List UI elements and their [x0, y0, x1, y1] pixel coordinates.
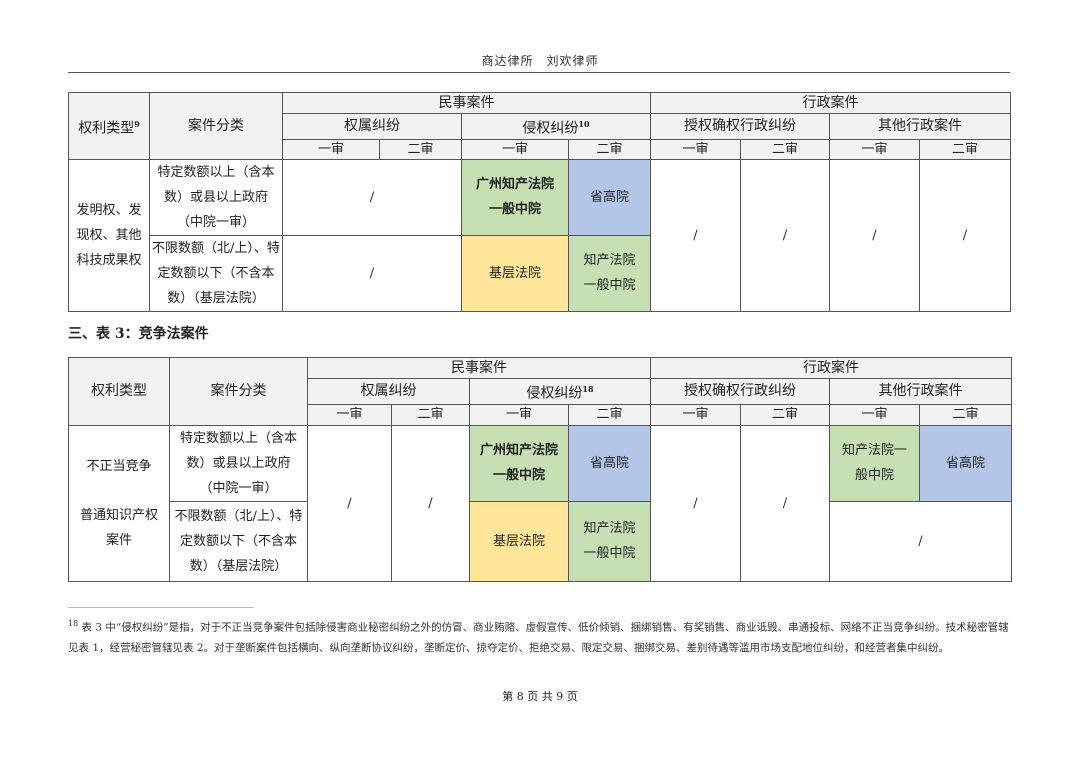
ownership-first-cell: / — [307, 424, 392, 582]
col-first: 一审 — [829, 403, 920, 426]
ownership-cell: / — [282, 234, 462, 312]
infringe-second-cell: 知产法院一般中院 — [568, 500, 651, 582]
category-cell: 不限数额（北/上）、特定数额以下（不含本数）（基层法院） — [149, 234, 283, 312]
col-other-admin: 其他行政案件 — [829, 378, 1012, 405]
table-row: 不正当竞争 普通知识产权案件 特定数额以上（含本数）或县以上政府（中院一审） /… — [68, 424, 1012, 582]
col-category: 案件分类 — [169, 357, 308, 426]
other-second-cell: 省高院 — [919, 424, 1012, 502]
col-first: 一审 — [650, 138, 741, 160]
col-first: 一审 — [282, 138, 380, 160]
infringe-first-cell: 广州知产法院一般中院 — [469, 424, 569, 502]
right-type-cell: 不正当竞争 普通知识产权案件 — [68, 424, 170, 582]
table-row: 发明权、发现权、其他科技成果权 特定数额以上（含本数）或县以上政府（中院一审） … — [68, 158, 1011, 312]
col-second: 二审 — [740, 138, 830, 160]
table-row: 不限数额（北/上）、特定数额以下（不含本数）（基层法院） / 基层法院 知产法院… — [69, 234, 1011, 312]
col-ownership: 权属纠纷 — [307, 378, 470, 405]
col-first: 一审 — [461, 138, 569, 160]
col-grant: 授权确权行政纠纷 — [650, 113, 830, 140]
page-header: 商达律所 刘欢律师 — [481, 54, 599, 68]
col-infringe: 侵权纠纷10 — [461, 113, 651, 140]
col-first: 一审 — [307, 403, 392, 426]
col-category: 案件分类 — [149, 92, 283, 160]
infringe-second-cell: 知产法院一般中院 — [568, 234, 651, 312]
footnote-text: 表 3 中“侵权纠纷”是指，对于不正当竞争案件包括除侵害商业秘密纠纷之外的仿冒、… — [68, 621, 1009, 654]
col-second: 二审 — [740, 403, 830, 426]
col-second: 二审 — [568, 403, 651, 426]
col-second: 二审 — [391, 403, 470, 426]
table-competition-law: 权利类型 案件分类 民事案件 行政案件 权属纠纷 侵权纠纷18 授权确权行政纠纷… — [68, 357, 1012, 582]
col-grant: 授权确权行政纠纷 — [650, 378, 830, 405]
col-civil: 民事案件 — [282, 92, 651, 114]
other-first-cell: 知产法院一般中院 — [829, 424, 920, 502]
col-second: 二审 — [568, 138, 651, 160]
other-first-cell: / — [829, 158, 920, 312]
category-cell: 不限数额（北/上）、特定数额以下（不含本数）（基层法院） — [169, 500, 308, 582]
section-title: 三、表 3：竞争法案件 — [68, 326, 209, 342]
col-civil: 民事案件 — [307, 357, 651, 379]
col-second: 二审 — [379, 138, 462, 160]
col-admin: 行政案件 — [650, 357, 1012, 379]
table-invention-rights: 权利类型9 案件分类 民事案件 行政案件 权属纠纷 侵权纠纷10 授权确权行政纠… — [68, 92, 1011, 312]
col-admin: 行政案件 — [650, 92, 1011, 114]
col-second: 二审 — [919, 138, 1011, 160]
infringe-first-cell: 广州知产法院一般中院 — [461, 158, 569, 236]
infringe-second-cell: 省高院 — [568, 158, 651, 236]
table-row: 不限数额（北/上）、特定数额以下（不含本数）（基层法院） 基层法院 知产法院一般… — [69, 500, 1012, 582]
ownership-second-cell: / — [391, 424, 470, 582]
other-admin-cell: / — [829, 500, 1012, 582]
grant-first-cell: / — [650, 158, 741, 312]
header-divider — [68, 72, 1010, 73]
footnote-divider — [68, 607, 254, 608]
grant-first-cell: / — [650, 424, 741, 582]
right-type-b: 普通知识产权案件 — [79, 507, 158, 548]
ownership-cell: / — [282, 158, 462, 236]
grant-second-cell: / — [740, 424, 830, 582]
col-first: 一审 — [829, 138, 920, 160]
right-type-a: 不正当竞争 — [86, 458, 152, 474]
other-second-cell: / — [919, 158, 1011, 312]
grant-second-cell: / — [740, 158, 830, 312]
infringe-second-cell: 省高院 — [568, 424, 651, 502]
page-number: 第 8 页 共 9 页 — [502, 690, 578, 703]
infringe-first-cell: 基层法院 — [461, 234, 569, 312]
col-ownership: 权属纠纷 — [282, 113, 462, 140]
col-right-type: 权利类型 — [68, 357, 170, 426]
footnote: 18 表 3 中“侵权纠纷”是指，对于不正当竞争案件包括除侵害商业秘密纠纷之外的… — [68, 614, 1013, 658]
infringe-first-cell: 基层法院 — [469, 500, 569, 582]
col-infringe: 侵权纠纷18 — [469, 378, 651, 405]
col-right-type: 权利类型9 — [68, 92, 150, 160]
footnote-number: 18 — [68, 619, 79, 628]
col-first: 一审 — [469, 403, 569, 426]
col-first: 一审 — [650, 403, 741, 426]
col-other-admin: 其他行政案件 — [829, 113, 1011, 140]
col-second: 二审 — [919, 403, 1012, 426]
right-type-cell: 发明权、发现权、其他科技成果权 — [68, 158, 150, 312]
category-cell: 特定数额以上（含本数）或县以上政府（中院一审） — [149, 158, 283, 236]
category-cell: 特定数额以上（含本数）或县以上政府（中院一审） — [169, 424, 308, 502]
